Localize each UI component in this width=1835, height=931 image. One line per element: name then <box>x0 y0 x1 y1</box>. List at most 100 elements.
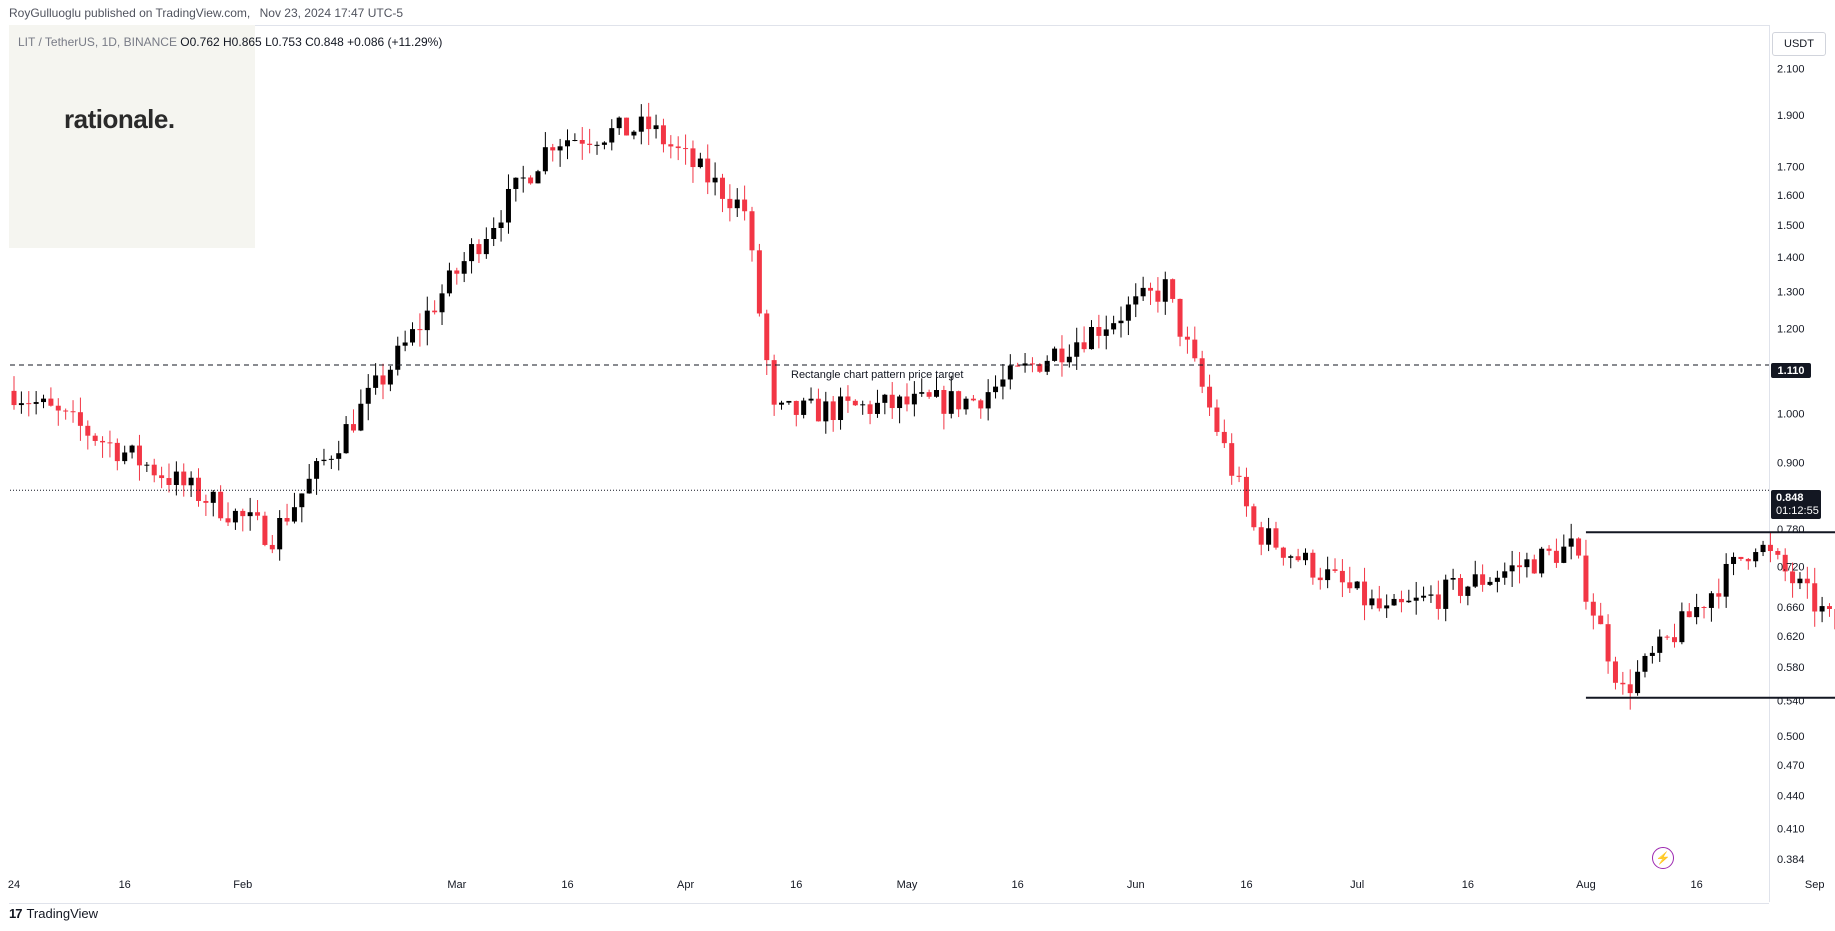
symbol-legend[interactable]: LIT / TetherUS, 1D, BINANCE O0.762 H0.86… <box>18 35 442 49</box>
candle-body <box>565 140 570 147</box>
candle-body <box>85 425 91 436</box>
candle-body <box>941 390 947 414</box>
candle-body <box>432 310 438 313</box>
candle-body <box>535 171 541 184</box>
candle-body <box>1111 323 1117 330</box>
candle-body <box>1317 577 1323 581</box>
y-tick-label: 1.900 <box>1777 110 1805 122</box>
y-tick-label: 0.900 <box>1777 458 1805 470</box>
x-tick-label: 24 <box>8 879 20 891</box>
candle-body <box>1708 593 1714 608</box>
candle-body <box>1022 363 1028 366</box>
x-tick-label: Apr <box>677 879 694 891</box>
x-tick-label: Jul <box>1350 879 1364 891</box>
candle-body <box>1155 290 1161 302</box>
y-tick-label: 0.500 <box>1777 731 1805 743</box>
candle-body <box>683 148 689 150</box>
candle-body <box>328 458 334 460</box>
candle-body <box>498 222 504 228</box>
x-tick-label: Feb <box>233 879 252 891</box>
candle-body <box>1398 598 1404 603</box>
candle-body <box>1007 365 1013 380</box>
candle-body <box>26 403 32 405</box>
candle-body <box>1605 624 1611 662</box>
candle-body <box>749 211 755 251</box>
candle-body <box>469 244 475 262</box>
candle-body <box>528 177 534 184</box>
candle-body <box>1590 601 1596 616</box>
candle-body <box>978 400 984 409</box>
y-tick-label: 1.700 <box>1777 162 1805 174</box>
candle-body <box>48 398 54 406</box>
y-tick-label: 1.300 <box>1777 286 1805 298</box>
candle-body <box>904 396 910 405</box>
candle-body <box>483 238 489 255</box>
candle-body <box>1369 598 1375 606</box>
candle-body <box>1494 577 1500 582</box>
candle-body <box>1686 611 1692 618</box>
change-value: +0.086 (+11.29%) <box>347 35 443 49</box>
candle-body <box>587 143 593 145</box>
candle-body <box>926 392 932 397</box>
candle-body <box>1243 476 1249 507</box>
candle-body <box>1620 682 1626 685</box>
candle-body <box>579 140 585 144</box>
candle-body <box>255 512 261 516</box>
candle-body <box>373 375 379 388</box>
candle-body <box>830 401 836 421</box>
y-tick-label: 0.384 <box>1777 854 1805 866</box>
candle-body <box>1266 528 1272 545</box>
y-tick-label: 0.660 <box>1777 602 1805 614</box>
candle-body <box>882 394 888 403</box>
candle-body <box>358 403 364 431</box>
candle-body <box>1450 577 1456 580</box>
lightning-icon[interactable]: ⚡ <box>1652 847 1674 869</box>
candle-body <box>159 475 165 479</box>
y-tick-label: 0.720 <box>1777 561 1805 573</box>
price-axis[interactable] <box>1769 25 1828 902</box>
candle-body <box>601 142 607 145</box>
candle-body <box>1332 569 1338 571</box>
tradingview-brand-label: TradingView <box>26 906 99 921</box>
overlays <box>10 364 1835 699</box>
candle-body <box>218 491 224 519</box>
last-price-label: 0.848 <box>1776 492 1804 504</box>
candle-body <box>1096 326 1102 336</box>
candle-body <box>1199 358 1205 387</box>
candle-body <box>380 375 386 385</box>
timestamp-label: Nov 23, 2024 17:47 UTC-5 <box>259 6 404 20</box>
candle-body <box>1443 579 1449 609</box>
candle-body <box>151 464 157 476</box>
candle-body <box>1435 594 1441 609</box>
footer-branding: 17 TradingView <box>9 906 98 921</box>
candle-body <box>196 477 201 501</box>
candle-body <box>1738 556 1744 559</box>
candle-body <box>1790 571 1796 584</box>
x-tick-label: 16 <box>119 879 131 891</box>
candle-body <box>1384 605 1390 609</box>
candle-body <box>232 510 238 523</box>
candle-body <box>653 125 659 130</box>
candle-body <box>1782 554 1788 572</box>
candle-body <box>919 392 925 394</box>
candle-body <box>956 391 962 410</box>
candle-body <box>114 442 120 462</box>
candle-body <box>675 146 681 149</box>
candle-body <box>55 405 61 411</box>
x-tick-label: Sep <box>1805 879 1825 891</box>
y-axis-ticks: 0.384 0.410 0.440 0.470 0.500 0.540 0.580 0.620… <box>1777 63 1805 866</box>
candle-body <box>1103 329 1109 336</box>
candle-body <box>742 199 748 212</box>
candle-body <box>262 515 268 545</box>
x-tick-label: 16 <box>1462 879 1474 891</box>
candle-body <box>1236 475 1242 477</box>
candle-body <box>1428 594 1434 596</box>
candle-body <box>985 392 991 409</box>
candle-body <box>306 478 312 494</box>
currency-selector-button[interactable]: USDT <box>1772 32 1826 56</box>
candle-body <box>1052 348 1058 361</box>
chart-pane[interactable] <box>9 25 1769 904</box>
candle-body <box>719 177 725 199</box>
candle-body <box>1723 563 1729 597</box>
